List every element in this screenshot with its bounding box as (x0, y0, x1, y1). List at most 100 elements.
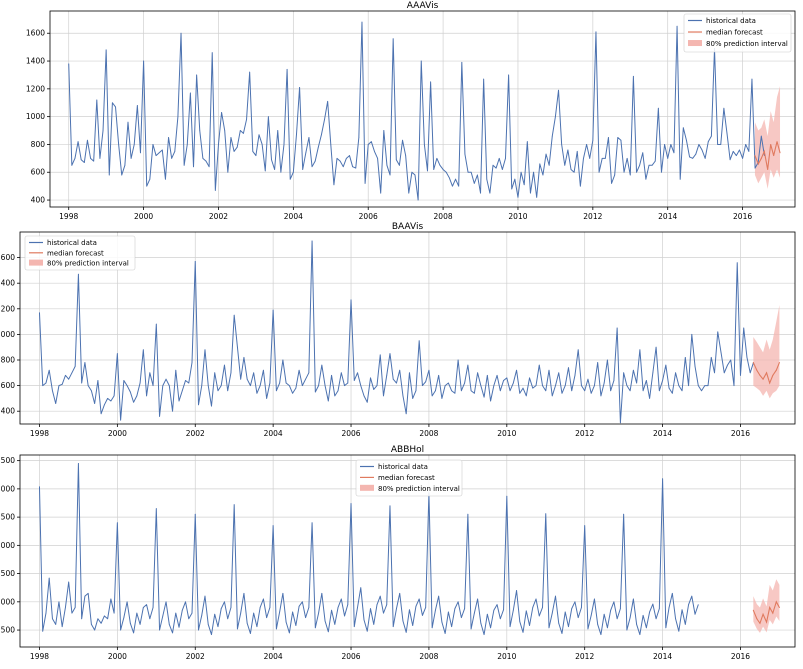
historical-data-point (107, 618, 109, 620)
historical-data-point (399, 592, 401, 594)
historical-data-point (694, 613, 696, 615)
historical-data-point (678, 385, 680, 386)
historical-data-point (279, 382, 281, 384)
x-tick-label: 2012 (575, 429, 594, 438)
historical-data-point (123, 380, 125, 381)
historical-data-point (571, 390, 573, 392)
historical-data-point (564, 164, 566, 166)
historical-data-point (65, 607, 66, 608)
legend: historical data median forecast 80% predic… (683, 13, 792, 53)
historical-data-point (177, 116, 179, 118)
historical-data-point (496, 374, 498, 376)
historical-data-point (584, 390, 586, 392)
historical-data-point (333, 184, 335, 186)
historical-data-point (258, 134, 260, 136)
historical-data-point (246, 119, 247, 120)
x-tick-label: 2012 (583, 212, 602, 221)
historical-data-point (415, 390, 417, 392)
y-tick-label: 1200 (0, 304, 15, 313)
historical-data-point (84, 362, 86, 363)
legend-box (683, 13, 792, 53)
historical-data-point (239, 130, 241, 131)
historical-data-point (418, 598, 420, 600)
historical-data-point (205, 160, 207, 162)
historical-data-point (396, 382, 397, 384)
historical-data-point (221, 112, 222, 113)
historical-data-point (411, 171, 413, 173)
y-tick-label: 1400 (26, 57, 45, 66)
historical-data-point (318, 612, 319, 614)
y-tick-label: 500 (1, 626, 16, 635)
historical-data-point (748, 150, 750, 152)
historical-data-point (545, 390, 547, 392)
historical-data-point (679, 178, 681, 180)
historical-data-point (745, 144, 747, 145)
historical-data-point (68, 63, 70, 65)
historical-data-point (733, 385, 735, 386)
historical-data-point (477, 174, 478, 176)
historical-data-point (81, 618, 83, 620)
historical-data-point (292, 392, 294, 394)
historical-data-point (181, 609, 183, 611)
historical-data-point (538, 364, 540, 366)
historical-data-point (178, 626, 180, 628)
historical-data-point (581, 385, 582, 386)
historical-data-point (490, 627, 491, 629)
historical-data-point (408, 192, 410, 194)
historical-data-point (743, 327, 745, 329)
historical-data-point (639, 164, 641, 166)
historical-data-point (364, 182, 366, 184)
historical-data-point (344, 385, 345, 386)
historical-data-point (506, 377, 508, 379)
historical-data-point (253, 612, 255, 614)
historical-data-point (420, 60, 422, 62)
historical-data-point (509, 626, 511, 628)
historical-data-point (577, 617, 579, 619)
historical-data-point (542, 174, 544, 176)
y-tick-label: 1400 (0, 279, 15, 288)
historical-data-point (389, 353, 391, 354)
historical-data-point (486, 613, 488, 615)
historical-data-point (689, 156, 690, 158)
historical-data-point (454, 608, 456, 609)
historical-data-point (613, 380, 615, 381)
historical-data-point (626, 385, 628, 386)
historical-data-point (55, 624, 57, 625)
historical-data-point (499, 390, 501, 392)
historical-data-point (337, 607, 339, 608)
historical-data-point (285, 621, 287, 623)
historical-data-point (516, 369, 517, 371)
chart-panel-2: BAAVis 1998 2000 2002 2004 2006 2008 2010 2012 20… (0, 222, 796, 438)
historical-data-point (39, 486, 40, 488)
historical-data-point (514, 178, 516, 180)
historical-data-point (517, 196, 519, 198)
historical-data-point (568, 367, 569, 369)
historical-data-point (42, 385, 44, 386)
historical-data-point (561, 633, 563, 634)
historical-data-point (501, 169, 503, 170)
median-forecast-point (759, 622, 761, 624)
historical-data-point (551, 135, 553, 137)
historical-data-point (623, 513, 625, 515)
historical-data-point (648, 164, 650, 166)
legend-label: historical data (706, 17, 756, 25)
historical-data-point (460, 390, 462, 392)
historical-data-point (256, 626, 258, 628)
historical-data-point (334, 624, 336, 625)
x-tick-label: 2006 (359, 212, 378, 221)
prediction-interval-band (754, 86, 781, 189)
historical-data-point (525, 395, 527, 397)
historical-data-point (464, 608, 466, 609)
historical-data-point (263, 598, 264, 600)
historical-data-point (340, 598, 342, 600)
historical-data-point (649, 398, 651, 399)
historical-data-point (149, 178, 151, 180)
historical-data-point (174, 150, 176, 152)
historical-data-point (243, 132, 244, 134)
historical-data-point (470, 171, 472, 173)
historical-data-point (473, 182, 475, 184)
prediction-interval-band (753, 304, 780, 399)
historical-data-point (589, 157, 591, 159)
historical-data-point (275, 390, 277, 392)
historical-data-point (714, 372, 715, 374)
